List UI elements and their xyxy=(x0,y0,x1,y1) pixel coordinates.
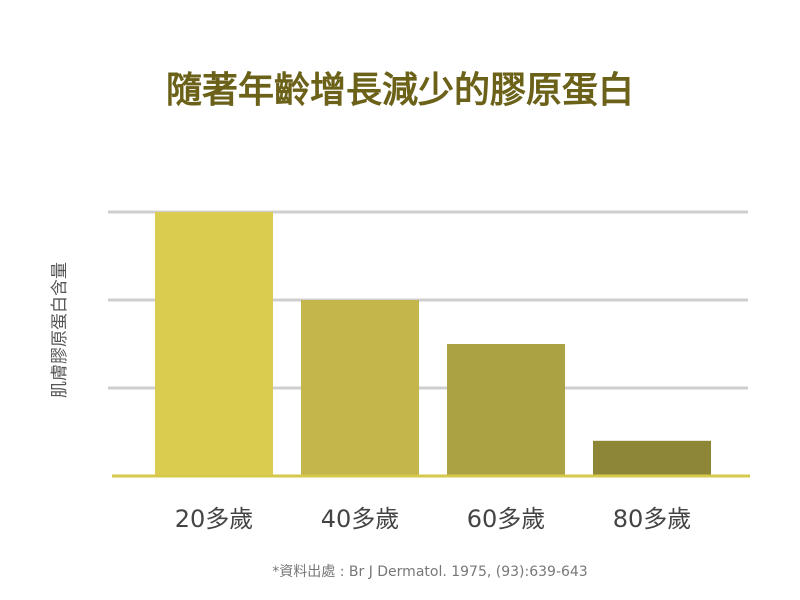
bar xyxy=(447,344,565,476)
x-tick-label: 60多歲 xyxy=(467,505,546,533)
bar xyxy=(301,300,419,476)
chart-title: 隨著年齡增長減少的膠原蛋白 xyxy=(166,70,634,111)
y-axis-label: 肌膚膠原蛋白含量 xyxy=(50,262,70,398)
bar xyxy=(593,440,711,476)
x-tick-label: 20多歲 xyxy=(175,505,254,533)
x-tick-label: 80多歲 xyxy=(613,505,692,533)
source-note: *資料出處 : Br J Dermatol. 1975, (93):639-64… xyxy=(272,564,587,580)
x-tick-label: 40多歲 xyxy=(321,505,400,533)
bar xyxy=(155,212,273,476)
